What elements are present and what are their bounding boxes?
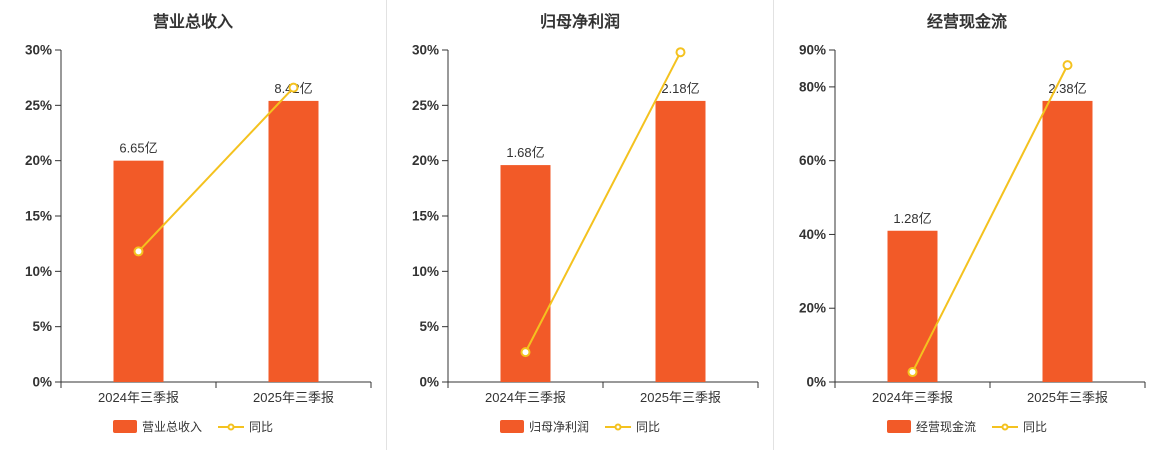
legend-label-line: 同比 <box>249 420 274 434</box>
y-axis-tick-label: 0% <box>32 375 52 390</box>
legend-item-line[interactable]: 同比 <box>605 418 660 435</box>
bar-swatch-icon <box>886 420 911 433</box>
y-axis-tick-label: 20% <box>799 301 826 316</box>
x-axis-label: 2025年三季报 <box>253 390 334 405</box>
y-axis-tick-label: 80% <box>799 79 826 94</box>
chart-title: 营业总收入 <box>152 14 233 31</box>
line-marker-icon <box>614 423 622 430</box>
line-marker-icon <box>1001 423 1009 430</box>
y-axis-tick-label: 5% <box>419 319 439 334</box>
chart-panel-1: 营业总收入0%5%10%15%20%25%30%6.65亿2024年三季报8.4… <box>0 0 386 450</box>
bar-2025[interactable] <box>268 100 319 382</box>
y-axis-tick-label: 25% <box>412 98 439 113</box>
bar-value-label: 1.68亿 <box>506 145 544 160</box>
bar-2025[interactable] <box>655 100 706 382</box>
legend-label-line: 同比 <box>1023 420 1048 434</box>
bar-swatch-icon <box>499 420 524 433</box>
chart-canvas: 0%5%10%15%20%25%30%6.65亿2024年三季报8.42亿202… <box>25 43 372 405</box>
trend-line <box>524 51 682 353</box>
line-marker-icon[interactable] <box>288 82 299 93</box>
y-axis-tick-label: 15% <box>25 209 52 224</box>
legend: 归母净利润 同比 <box>499 418 660 435</box>
legend-item-bar[interactable]: 经营现金流 <box>886 418 976 435</box>
y-axis-tick-label: 40% <box>799 227 826 242</box>
bar-2025[interactable] <box>1042 100 1093 382</box>
bar-value-label: 1.28亿 <box>893 211 931 226</box>
bar-2024[interactable] <box>887 230 938 382</box>
legend-item-line[interactable]: 同比 <box>218 418 273 435</box>
y-axis-tick-label: 10% <box>25 264 52 279</box>
chart-panel-3: 经营现金流 0% 20% 40% 60% 80% 90% 1.28亿 2024年三季报 2.38亿… <box>773 0 1160 450</box>
x-axis-label: 2025年三季报 <box>640 390 721 405</box>
line-swatch-icon <box>605 423 631 430</box>
y-axis-tick-label: 5% <box>32 319 52 334</box>
y-axis-tick-label: 0% <box>419 375 439 390</box>
bar-value-label: 6.65亿 <box>119 141 157 156</box>
bar-value-label: 2.18亿 <box>661 81 699 96</box>
bar-2024[interactable] <box>113 160 164 382</box>
legend-label-bar: 营业总收入 <box>141 420 202 434</box>
x-axis-label: 2024年三季报 <box>98 390 179 405</box>
chart-panel-2: 归母净利润 0% 5% 10% 15% 20% 25% 30% 1.68亿 2024年三季报 2.1… <box>386 0 773 450</box>
chart-canvas: 0% 5% 10% 15% 20% 25% 30% 1.68亿 2024年三季报 2.18亿 202… <box>412 43 759 405</box>
y-axis-tick-label: 20% <box>412 153 439 168</box>
y-axis-tick-label: 10% <box>412 264 439 279</box>
legend-label-bar: 归母净利润 <box>528 420 589 434</box>
y-axis-tick-label: 20% <box>25 153 52 168</box>
y-axis-tick-label: 15% <box>412 209 439 224</box>
chart-title: 经营现金流 <box>926 14 1007 31</box>
line-marker-icon[interactable] <box>675 47 686 58</box>
y-axis-tick-label: 60% <box>799 153 826 168</box>
y-axis-tick-label: 30% <box>25 43 52 58</box>
trend-line <box>911 64 1069 373</box>
chart-canvas: 0%20%40%60%80%90%1.28亿2024年三季报2.38亿2025年… <box>799 43 1146 405</box>
bar-swatch-icon <box>112 420 137 433</box>
line-marker-icon[interactable] <box>520 347 531 358</box>
x-axis-label: 2024年三季报 <box>485 390 566 405</box>
y-axis-tick-label: 25% <box>25 98 52 113</box>
chart-title: 归母净利润 <box>539 14 620 31</box>
y-axis-tick-label: 0% <box>806 375 826 390</box>
legend-label-bar: 经营现金流 <box>915 420 976 434</box>
legend: 营业总收入 同比 <box>112 418 273 435</box>
legend-item-line[interactable]: 同比 <box>992 418 1047 435</box>
legend: 经营现金流 同比 <box>886 418 1047 435</box>
x-axis-label: 2024年三季报 <box>872 390 953 405</box>
legend-item-bar[interactable]: 归母净利润 <box>499 418 589 435</box>
line-swatch-icon <box>218 423 244 430</box>
line-marker-icon <box>227 423 235 430</box>
bar-2024[interactable] <box>500 165 551 382</box>
line-marker-icon[interactable] <box>907 367 918 378</box>
line-marker-icon[interactable] <box>133 246 144 257</box>
legend-label-line: 同比 <box>636 420 661 434</box>
trend-line <box>137 86 295 253</box>
legend-item-bar[interactable]: 营业总收入 <box>112 418 202 435</box>
y-axis-tick-label: 90% <box>799 43 826 58</box>
line-swatch-icon <box>992 423 1018 430</box>
line-marker-icon[interactable] <box>1062 60 1073 71</box>
y-axis-tick-label: 30% <box>412 43 439 58</box>
x-axis-label: 2025年三季报 <box>1027 390 1108 405</box>
